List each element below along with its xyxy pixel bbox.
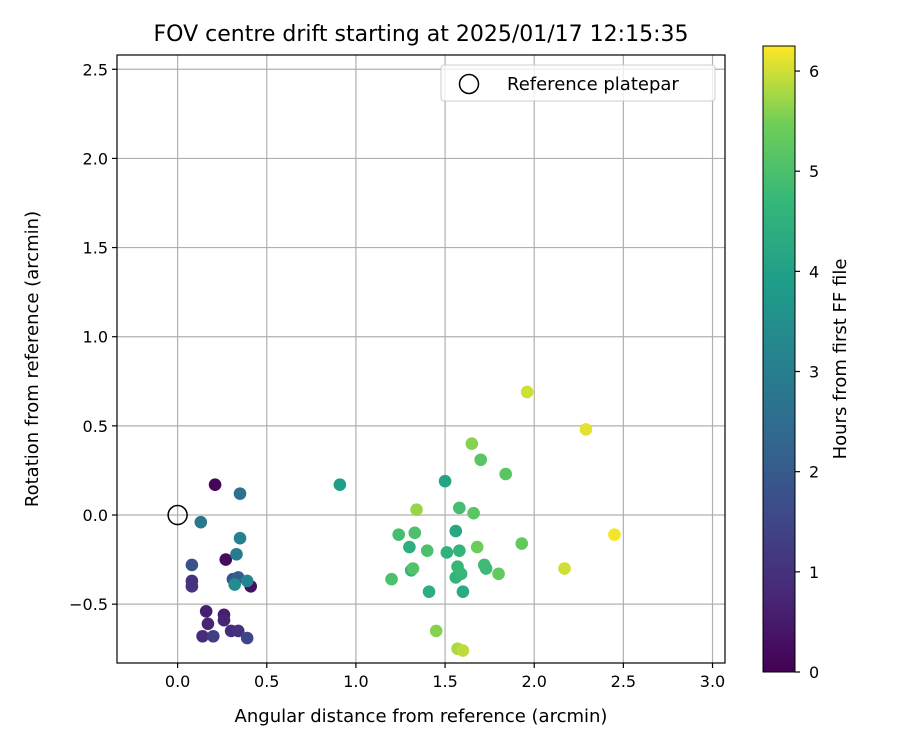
y-axis-ticks: −0.5 0.0 0.5 1.0 1.5 2.0 2.5	[69, 60, 117, 614]
legend-entry-label: Reference platepar	[507, 74, 679, 95]
data-point	[470, 540, 484, 554]
data-point	[454, 567, 468, 581]
colorbar-tick-label: 0	[809, 663, 819, 682]
data-point	[420, 544, 434, 557]
data-point	[429, 624, 443, 638]
legend-box	[440, 64, 716, 102]
data-point	[199, 604, 213, 618]
data-point	[467, 506, 480, 520]
data-point	[558, 562, 571, 575]
data-point	[477, 558, 491, 572]
data-point	[228, 578, 241, 591]
data-point	[453, 501, 466, 515]
x-axis-label: Angular distance from reference (arcmin)	[235, 706, 608, 727]
data-point	[194, 515, 208, 529]
data-point	[403, 540, 416, 554]
data-point	[208, 478, 222, 492]
y-tick-label: 1.0	[83, 328, 108, 347]
data-point	[515, 537, 529, 550]
data-point	[438, 474, 452, 488]
data-point	[385, 572, 398, 586]
colorbar-tick-label: 2	[809, 463, 819, 482]
data-point	[492, 567, 505, 581]
data-point	[233, 487, 247, 500]
data-point	[196, 629, 209, 643]
data-point	[422, 585, 436, 598]
x-tick-label: 2.5	[611, 672, 636, 691]
data-point	[608, 528, 621, 541]
x-axis-ticks: 0.0 0.5 1.0 1.5 2.0 2.5 3.0	[165, 663, 725, 691]
data-points	[167, 385, 621, 657]
grid	[117, 55, 725, 663]
data-point	[233, 531, 247, 545]
data-point	[219, 553, 233, 566]
y-tick-label: 2.5	[83, 60, 108, 79]
colorbar-label: Hours from first FF file	[830, 259, 851, 460]
y-tick-label: 0.0	[83, 506, 108, 525]
data-point	[440, 546, 454, 559]
data-point	[408, 526, 422, 540]
colorbar-tick-label: 3	[809, 363, 819, 382]
data-point	[201, 617, 215, 631]
data-point	[520, 385, 534, 399]
data-point	[230, 547, 243, 561]
x-tick-label: 1.0	[343, 672, 368, 691]
data-point	[465, 437, 479, 450]
data-point	[217, 613, 231, 627]
data-point	[392, 528, 406, 541]
colorbar-gradient	[762, 45, 796, 673]
colorbar-tick-label: 1	[809, 563, 819, 582]
reference-platepar-marker	[167, 504, 188, 526]
data-point	[449, 524, 463, 538]
data-point	[579, 423, 593, 436]
data-point	[240, 574, 254, 588]
data-point	[185, 580, 199, 593]
chart-title: FOV centre drift starting at 2025/01/17 …	[154, 22, 689, 47]
data-point	[231, 624, 245, 638]
data-point	[456, 585, 470, 598]
y-axis-label: Rotation from reference (arcmin)	[22, 211, 43, 507]
colorbar-ticks: 0 1 2 3 4 5 6	[795, 62, 819, 682]
x-tick-label: 3.0	[700, 672, 725, 691]
data-point	[206, 629, 220, 643]
plot-frame	[116, 54, 726, 664]
data-point	[406, 562, 420, 575]
data-point	[474, 453, 488, 467]
y-tick-label: −0.5	[69, 595, 108, 614]
data-point	[333, 478, 347, 492]
data-point	[410, 503, 423, 516]
x-tick-label: 0.5	[254, 672, 279, 691]
x-tick-label: 1.5	[432, 672, 457, 691]
data-point	[499, 467, 512, 481]
colorbar-tick-label: 4	[809, 262, 819, 281]
x-tick-label: 0.0	[165, 672, 190, 691]
data-point	[453, 544, 466, 557]
legend: Reference platepar	[440, 64, 716, 102]
colorbar: 0 1 2 3 4 5 6 Hours from first FF file	[762, 45, 851, 682]
y-tick-label: 2.0	[83, 149, 108, 168]
data-point	[240, 631, 254, 645]
x-tick-label: 2.0	[521, 672, 546, 691]
y-tick-label: 0.5	[83, 417, 108, 436]
colorbar-tick-label: 5	[809, 162, 819, 181]
data-point	[456, 644, 470, 657]
legend-reference-marker	[458, 73, 480, 95]
data-point	[185, 558, 199, 572]
colorbar-tick-label: 6	[809, 62, 819, 81]
y-tick-label: 1.5	[83, 239, 108, 258]
